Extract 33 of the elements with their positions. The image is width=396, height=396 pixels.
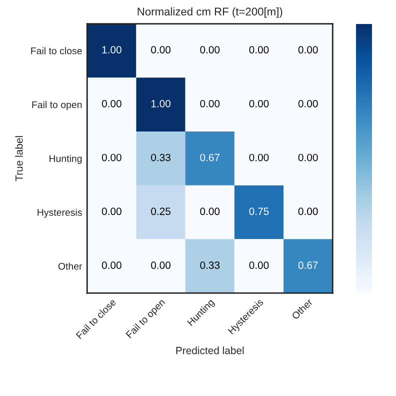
data-label: 0.00 <box>249 100 269 108</box>
data-label: 0.00 <box>200 208 220 216</box>
data-label: 0.25 <box>151 208 170 216</box>
data-label: 0.00 <box>200 100 220 108</box>
y-tick-label: Hysteresis <box>38 208 82 218</box>
data-label: 0.00 <box>151 262 171 269</box>
x-axis-title: Predicted label <box>176 346 244 354</box>
y-tick-label: Fail to close <box>31 47 82 54</box>
data-label: 0.00 <box>249 154 269 162</box>
data-label: 0.00 <box>200 46 220 54</box>
data-label: 0.00 <box>298 208 318 216</box>
y-axis-title: True label <box>15 136 23 182</box>
chart-title: Normalized cm RF (t=200[m]) <box>138 7 282 18</box>
data-label: 0.67 <box>200 154 220 162</box>
data-label: 0.33 <box>151 154 170 162</box>
data-label: 0.00 <box>151 46 171 54</box>
y-tick-label: Fail to open <box>32 101 82 110</box>
data-label: 0.00 <box>102 262 122 269</box>
data-label: 0.75 <box>249 208 269 216</box>
data-label: 0.00 <box>298 100 318 108</box>
data-label: 0.00 <box>298 46 318 54</box>
data-label: 0.00 <box>102 100 122 108</box>
data-label: 1.00 <box>151 100 171 108</box>
y-tick-label: Hunting <box>50 154 82 164</box>
data-label: 0.33 <box>200 262 220 269</box>
y-tick-label: Other <box>58 262 82 270</box>
data-label: 0.00 <box>298 154 318 162</box>
data-label: 0.00 <box>102 208 122 216</box>
data-label: 0.00 <box>102 154 122 162</box>
data-label: 0.00 <box>249 46 269 54</box>
data-label: 0.00 <box>249 262 269 269</box>
data-label: 0.67 <box>298 262 318 269</box>
data-label: 1.00 <box>102 46 122 54</box>
